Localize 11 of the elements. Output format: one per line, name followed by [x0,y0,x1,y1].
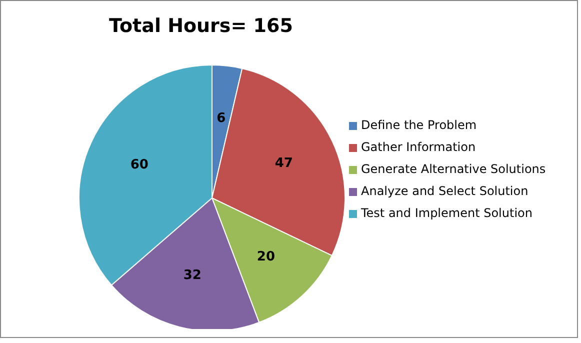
chart-title: Total Hours= 165 [108,15,294,37]
legend-label: Test and Implement Solution [361,206,532,220]
legend-label: Gather Information [361,140,476,154]
data-label: 60 [130,157,148,172]
data-label: 20 [256,249,276,264]
legend-label: Analyze and Select Solution [361,184,528,198]
legend-label: Define the Problem [361,118,477,132]
legend-label: Generate Alternative Solutions [361,162,546,176]
data-label: 47 [274,156,293,171]
data-label: 32 [183,268,202,283]
data-label: 6 [216,111,226,126]
